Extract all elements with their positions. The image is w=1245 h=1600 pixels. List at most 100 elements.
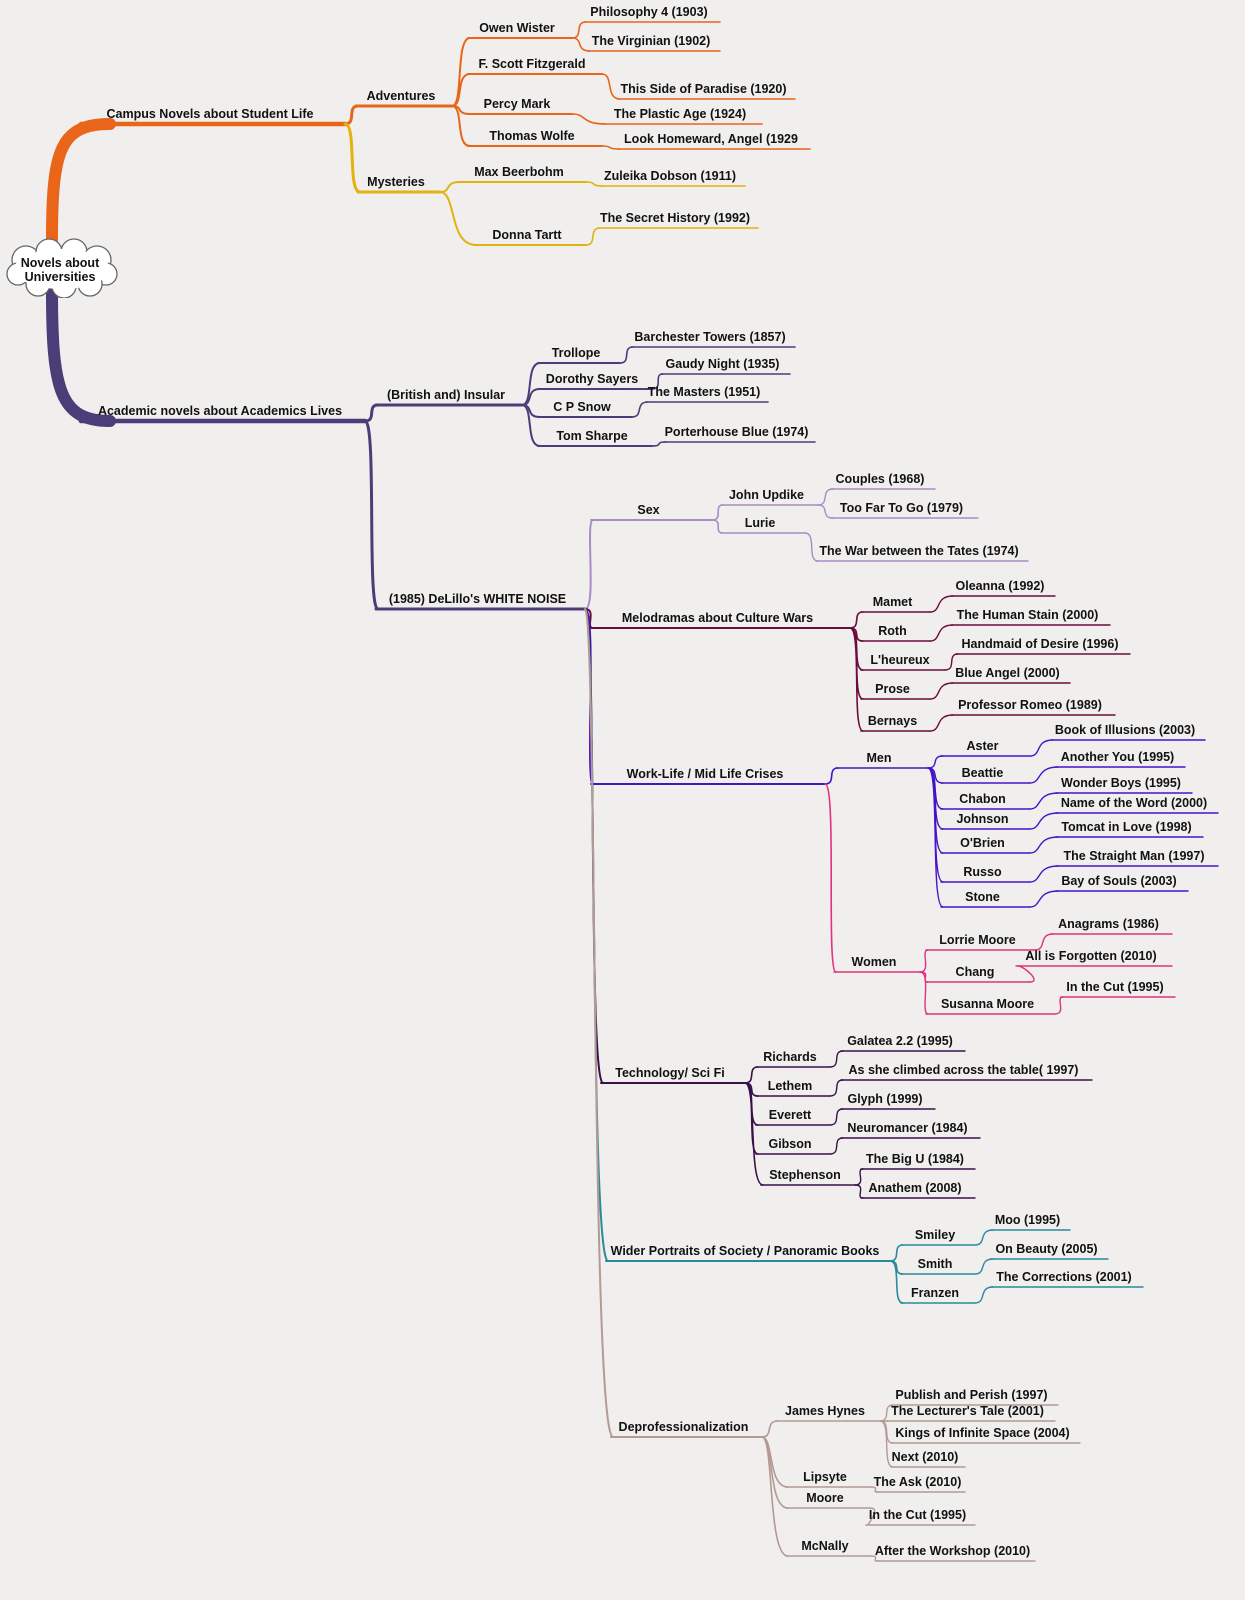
- topic-node[interactable]: James Hynes: [785, 1404, 865, 1418]
- book-title-node[interactable]: Oleanna (1992): [955, 579, 1045, 593]
- book-title-node[interactable]: Wonder Boys (1995): [1061, 776, 1181, 790]
- topic-node[interactable]: Adventures: [366, 89, 436, 103]
- book-title-node[interactable]: Couples (1968): [835, 472, 925, 486]
- topic-node[interactable]: Prose: [875, 682, 910, 696]
- topic-node[interactable]: Mysteries: [367, 175, 425, 189]
- topic-node[interactable]: Technology/ Sci Fi: [615, 1066, 725, 1080]
- book-title-node[interactable]: Bay of Souls (2003): [1061, 874, 1177, 888]
- book-title-node[interactable]: Anathem (2008): [868, 1181, 962, 1195]
- topic-node[interactable]: Moore: [806, 1491, 844, 1505]
- book-title-node[interactable]: The Straight Man (1997): [1063, 849, 1205, 863]
- topic-node[interactable]: Thomas Wolfe: [489, 129, 575, 143]
- topic-node[interactable]: Stephenson: [769, 1168, 841, 1182]
- book-title-node[interactable]: The Masters (1951): [647, 385, 761, 399]
- book-title-node[interactable]: The Plastic Age (1924): [613, 107, 747, 121]
- topic-node[interactable]: Max Beerbohm: [474, 165, 564, 179]
- book-title-node[interactable]: On Beauty (2005): [995, 1242, 1098, 1256]
- topic-node[interactable]: Wider Portraits of Society / Panoramic B…: [610, 1244, 880, 1258]
- topic-node[interactable]: Campus Novels about Student Life: [106, 107, 314, 121]
- topic-node[interactable]: Academic novels about Academics Lives: [97, 404, 343, 418]
- book-title-node[interactable]: The Human Stain (2000): [956, 608, 1099, 622]
- topic-node[interactable]: Chabon: [959, 792, 1006, 806]
- topic-node[interactable]: John Updike: [728, 488, 804, 502]
- topic-node[interactable]: Franzen: [911, 1286, 959, 1300]
- topic-node[interactable]: Lipsyte: [803, 1470, 847, 1484]
- topic-node[interactable]: Women: [851, 955, 897, 969]
- book-title-node[interactable]: Publish and Perish (1997): [895, 1388, 1048, 1402]
- book-title-node[interactable]: This Side of Paradise (1920): [620, 82, 787, 96]
- topic-node[interactable]: Tom Sharpe: [556, 429, 628, 443]
- book-title-node[interactable]: Gaudy Night (1935): [665, 357, 780, 371]
- connector: [804, 532, 819, 562]
- topic-node[interactable]: Gibson: [768, 1137, 812, 1151]
- topic-node[interactable]: Smith: [917, 1257, 953, 1271]
- topic-node[interactable]: Donna Tartt: [492, 228, 562, 242]
- topic-node[interactable]: Beattie: [961, 766, 1004, 780]
- topic-node[interactable]: (British and) Insular: [386, 388, 506, 402]
- book-title-node[interactable]: Kings of Infinite Space (2004): [895, 1426, 1070, 1440]
- book-title-node[interactable]: Glyph (1999): [847, 1092, 923, 1106]
- topic-node[interactable]: Russo: [963, 865, 1002, 879]
- topic-node[interactable]: Roth: [878, 624, 907, 638]
- book-title-node[interactable]: Porterhouse Blue (1974): [664, 425, 809, 439]
- topic-node[interactable]: Deprofessionalization: [618, 1420, 749, 1434]
- topic-node[interactable]: Everett: [768, 1108, 812, 1122]
- topic-node[interactable]: McNally: [801, 1539, 849, 1553]
- book-title-node[interactable]: Galatea 2.2 (1995): [847, 1034, 953, 1048]
- topic-node[interactable]: Susanna Moore: [940, 997, 1035, 1011]
- central-topic[interactable]: Novels about Universities: [4, 238, 120, 298]
- topic-node[interactable]: Owen Wister: [479, 21, 555, 35]
- book-title-node[interactable]: All is Forgotten (2010): [1025, 949, 1157, 963]
- topic-node[interactable]: Lethem: [767, 1079, 813, 1093]
- book-title-node[interactable]: Handmaid of Desire (1996): [961, 637, 1119, 651]
- topic-node[interactable]: Trollope: [551, 346, 601, 360]
- book-title-node[interactable]: The Virginian (1902): [591, 34, 711, 48]
- topic-node[interactable]: Richards: [763, 1050, 817, 1064]
- book-title-node[interactable]: Name of the Word (2000): [1060, 796, 1208, 810]
- topic-node[interactable]: Lorrie Moore: [939, 933, 1016, 947]
- topic-node[interactable]: Smiley: [914, 1228, 956, 1242]
- book-title-node[interactable]: As she climbed across the table( 1997): [848, 1063, 1079, 1077]
- book-title-node[interactable]: Moo (1995): [994, 1213, 1061, 1227]
- topic-node[interactable]: O'Brien: [960, 836, 1005, 850]
- topic-node[interactable]: Percy Mark: [483, 97, 551, 111]
- book-title-node[interactable]: Book of Illusions (2003): [1054, 723, 1196, 737]
- topic-node[interactable]: Johnson: [956, 812, 1009, 826]
- book-title-node[interactable]: After the Workshop (2010): [874, 1544, 1031, 1558]
- book-title-node[interactable]: In the Cut (1995): [868, 1508, 967, 1522]
- book-title-node[interactable]: Look Homeward, Angel (1929: [624, 132, 798, 146]
- book-title-node[interactable]: Next (2010): [891, 1450, 959, 1464]
- book-title-node[interactable]: The Ask (2010): [873, 1475, 962, 1489]
- book-title-node[interactable]: Blue Angel (2000): [955, 666, 1060, 680]
- topic-node[interactable]: L'heureux: [870, 653, 930, 667]
- book-title-node[interactable]: Zuleika Dobson (1911): [604, 169, 736, 183]
- topic-node[interactable]: Dorothy Sayers: [545, 372, 639, 386]
- book-title-node[interactable]: The Lecturer's Tale (2001): [891, 1404, 1044, 1418]
- book-title-node[interactable]: In the Cut (1995): [1066, 980, 1164, 994]
- book-title-node[interactable]: The War between the Tates (1974): [819, 544, 1019, 558]
- book-title-node[interactable]: Anagrams (1986): [1058, 917, 1159, 931]
- book-title-node[interactable]: The Corrections (2001): [996, 1270, 1132, 1284]
- topic-node[interactable]: Work-Life / Mid Life Crises: [626, 767, 784, 781]
- book-title-node[interactable]: Philosophy 4 (1903): [590, 5, 708, 19]
- book-title-node[interactable]: Barchester Towers (1857): [634, 330, 786, 344]
- topic-node[interactable]: Chang: [955, 965, 995, 979]
- book-title-node[interactable]: Neuromancer (1984): [847, 1121, 968, 1135]
- topic-node[interactable]: (1985) DeLillo's WHITE NOISE: [388, 592, 567, 606]
- book-title-node[interactable]: Too Far To Go (1979): [839, 501, 964, 515]
- book-title-node[interactable]: Another You (1995): [1060, 750, 1175, 764]
- book-title-node[interactable]: The Secret History (1992): [599, 211, 751, 225]
- topic-node[interactable]: Aster: [966, 739, 999, 753]
- topic-node[interactable]: Men: [866, 751, 892, 765]
- topic-node[interactable]: Melodramas about Culture Wars: [621, 611, 814, 625]
- book-title-node[interactable]: Professor Romeo (1989): [958, 698, 1102, 712]
- topic-node[interactable]: Sex: [637, 503, 660, 517]
- topic-node[interactable]: F. Scott Fitzgerald: [478, 57, 586, 71]
- book-title-node[interactable]: The Big U (1984): [866, 1152, 964, 1166]
- topic-node[interactable]: Stone: [965, 890, 1000, 904]
- topic-node[interactable]: Mamet: [872, 595, 913, 609]
- book-title-node[interactable]: Tomcat in Love (1998): [1061, 820, 1192, 834]
- topic-node[interactable]: Bernays: [867, 714, 918, 728]
- topic-node[interactable]: Lurie: [744, 516, 776, 530]
- topic-node[interactable]: C P Snow: [553, 400, 611, 414]
